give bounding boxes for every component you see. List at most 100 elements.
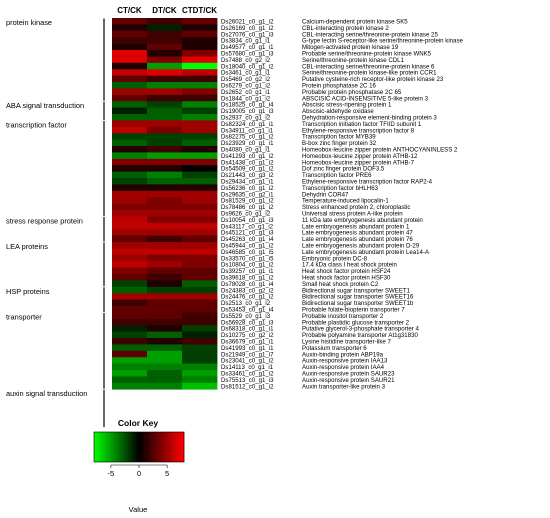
heatmap-cell bbox=[182, 312, 218, 320]
heatmap-cell bbox=[182, 56, 218, 64]
heatmap-cell bbox=[182, 120, 218, 128]
heatmap-cell bbox=[182, 139, 218, 147]
row-label: Ds3834_c0_g1_i1 G-type lectin S-receptor-… bbox=[221, 38, 463, 45]
heatmap-cell bbox=[182, 88, 218, 96]
heatmap-cell bbox=[182, 216, 218, 224]
color-key-swatch bbox=[136, 432, 140, 462]
color-key-swatch bbox=[155, 432, 159, 462]
heatmap-cell bbox=[147, 267, 183, 275]
heatmap-cell bbox=[112, 165, 148, 172]
row-label: Ds2937_c0_g1_i2 Dehydration-responsive el… bbox=[221, 115, 437, 122]
heatmap-cell bbox=[182, 82, 218, 89]
color-key-swatch bbox=[127, 432, 131, 462]
heatmap-cell bbox=[147, 280, 183, 288]
heatmap-cell bbox=[112, 43, 148, 51]
heatmap-cell bbox=[112, 50, 148, 57]
heatmap-cell bbox=[182, 133, 218, 140]
heatmap-cell bbox=[112, 254, 148, 262]
heatmap-cell bbox=[182, 203, 218, 211]
heatmap-cell bbox=[147, 126, 183, 134]
group-label: transporter bbox=[6, 312, 42, 321]
heatmap-cell bbox=[182, 165, 218, 172]
row-label: Ds34911_c0_g1_i1 Ethylene-responsive tran… bbox=[221, 127, 415, 134]
heatmap-cell bbox=[182, 286, 218, 294]
color-key-bar bbox=[90, 429, 188, 465]
row-label: Ds56928_c0_g1_i3 Probable plastidic gluco… bbox=[221, 319, 410, 326]
heatmap-cell bbox=[147, 306, 183, 313]
row-label: Ds21443_c0_g3_i2 Transcription factor PRE… bbox=[221, 172, 372, 179]
color-key-swatch bbox=[141, 432, 145, 462]
row-label: Ds78486_c0_g1_i2 Stress enhanced protein … bbox=[221, 204, 410, 211]
color-key-swatch bbox=[122, 432, 126, 462]
heatmap-cell bbox=[112, 344, 148, 352]
row-label: Ds7488_c0_g2_i2 Serine/threonine-protein … bbox=[221, 57, 405, 64]
color-key-ticks: -5 0 5 bbox=[108, 464, 169, 478]
heatmap-cell bbox=[182, 101, 218, 108]
heatmap-cell bbox=[182, 254, 218, 262]
heatmap-cell bbox=[182, 293, 218, 300]
heatmap-cell bbox=[182, 363, 218, 371]
row-label: Ds29635_c0_g2_i1 Dehydrin COR47 bbox=[221, 191, 349, 198]
heatmap-cell bbox=[147, 133, 183, 140]
row-label: Ds2513_c0_g1_i2 Bidirectional sugar trans… bbox=[221, 300, 414, 307]
heatmap-cell bbox=[147, 242, 183, 249]
heatmap-cell bbox=[112, 293, 148, 300]
heatmap-cell bbox=[112, 299, 148, 307]
row-label: Ds81512_c0_g1_i2 Auxin transporter-like p… bbox=[221, 383, 386, 390]
heatmap-cell bbox=[112, 37, 148, 44]
heatmap-cell bbox=[147, 30, 183, 38]
heatmap-cell bbox=[147, 101, 183, 108]
heatmap-cell bbox=[112, 126, 148, 134]
row-labels: Ds26021_c0_g1_i2 Calcium-dependent protei… bbox=[221, 19, 463, 391]
heatmap-cell bbox=[112, 229, 148, 236]
color-key-tick-label: 0 bbox=[137, 469, 141, 478]
row-label: Ds41293_c0_g1_i2 Homeobox-leucine zipper … bbox=[221, 153, 418, 160]
heatmap-cell bbox=[112, 222, 148, 230]
color-key-swatch bbox=[153, 432, 157, 462]
heatmap-cell bbox=[147, 75, 183, 83]
heatmap-cell bbox=[112, 171, 148, 179]
row-label: Ds4080_c0_g1_i1 Homeobox-leucine zipper p… bbox=[221, 147, 458, 154]
heatmap-cell bbox=[182, 184, 218, 192]
row-label: Ds3461_c0_g1_i1 Serine/threonine-protein … bbox=[221, 70, 437, 77]
heatmap-cell bbox=[182, 306, 218, 313]
heatmap-cell bbox=[112, 30, 148, 38]
group-label: LEA proteins bbox=[6, 242, 48, 251]
row-label: Ds18040_c0_g1_i2 CBL-interacting serine/t… bbox=[221, 63, 435, 70]
heatmap-cell bbox=[112, 261, 148, 268]
color-key-frame bbox=[93, 431, 185, 463]
heatmap-cell bbox=[147, 363, 183, 371]
row-label: Ds10275_c0_g2_i2 Probable polyamine trans… bbox=[221, 332, 418, 339]
row-label: Ds19005_c0_g1_i3 Abscisic-aldehyde oxidas… bbox=[221, 108, 374, 115]
heatmap-cell bbox=[182, 350, 218, 358]
color-key-swatch bbox=[178, 432, 182, 462]
heatmap-cell bbox=[112, 216, 148, 224]
color-key-swatch bbox=[94, 432, 98, 462]
row-label: Ds54509_c0_g1_i2 Dof zinc finger protein … bbox=[221, 166, 385, 173]
heatmap-cell bbox=[182, 171, 218, 179]
heatmap-cell bbox=[182, 94, 218, 102]
heatmap-cell bbox=[147, 146, 183, 153]
color-key-swatch bbox=[124, 432, 129, 462]
heatmap-cell bbox=[147, 216, 183, 224]
heatmap-cell bbox=[147, 274, 183, 281]
heatmap-cell bbox=[182, 357, 218, 364]
row-label: Ds39257_c0_g1_i1 Heat shock factor protei… bbox=[221, 268, 391, 275]
row-label: Ds6279_c0_g1_i2 Protein phosphatase 2C 16 bbox=[221, 83, 376, 90]
heatmap-cell bbox=[112, 56, 148, 64]
heatmap-cell bbox=[182, 229, 218, 236]
color-key-swatch bbox=[161, 432, 165, 462]
color-key-swatch bbox=[108, 432, 112, 462]
heatmap-cell bbox=[147, 382, 183, 390]
color-key-swatch bbox=[144, 432, 148, 462]
heatmap-cell bbox=[112, 82, 148, 89]
heatmap-cell bbox=[112, 133, 148, 140]
heatmap-cell bbox=[147, 139, 183, 147]
row-label: Ds56236_c0_g1_i2 Transcription factor bHL… bbox=[221, 185, 379, 192]
heatmap-cell bbox=[182, 242, 218, 249]
column-header: DT/CK bbox=[152, 6, 177, 15]
heatmap-cell bbox=[112, 18, 148, 25]
heatmap-cell bbox=[147, 254, 183, 262]
row-label: Ds27076_c0_g1_i3 CBL-interacting serine/t… bbox=[221, 31, 438, 38]
